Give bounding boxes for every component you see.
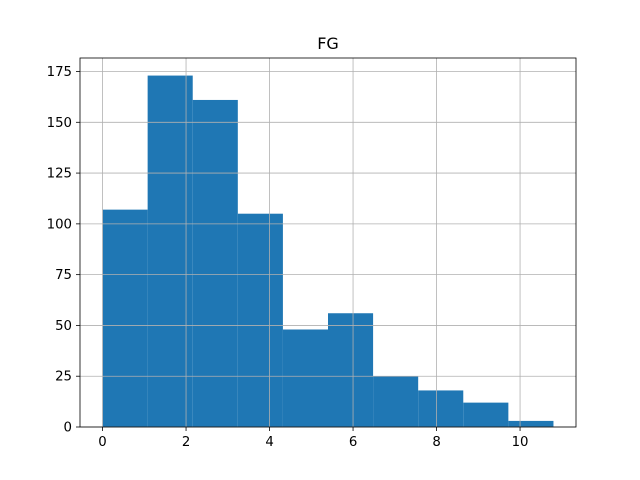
x-tick-label: 8 (432, 435, 440, 450)
y-tick-label: 125 (47, 167, 72, 182)
x-tick-label: 10 (512, 435, 529, 450)
y-tick-label: 0 (64, 421, 72, 436)
axes-border (79, 57, 577, 428)
histogram-bar (328, 313, 374, 427)
histogram-bar (282, 329, 328, 427)
y-tick-label: 50 (55, 319, 72, 334)
histogram-bar (192, 99, 238, 428)
x-tick-label: 0 (98, 435, 106, 450)
histogram-bar (147, 75, 193, 428)
y-tick-label: 175 (47, 65, 72, 80)
chart-title: FG (317, 34, 339, 53)
y-tick-label: 100 (47, 217, 72, 232)
axes-frame (79, 57, 577, 428)
histogram-bar (237, 213, 283, 427)
histogram-bar (463, 402, 509, 427)
x-tick-label: 6 (349, 435, 357, 450)
grid-lines (80, 58, 576, 428)
histogram-bar (418, 390, 464, 427)
y-tick-label: 150 (47, 116, 72, 131)
histogram-bar (373, 376, 419, 427)
x-tick-label: 4 (265, 435, 273, 450)
x-tick-label: 2 (182, 435, 190, 450)
histogram-bar (102, 209, 148, 427)
histogram-bars (102, 75, 554, 428)
histogram-bar (508, 420, 554, 427)
y-tick-label: 25 (55, 370, 72, 385)
y-tick-label: 75 (55, 268, 72, 283)
